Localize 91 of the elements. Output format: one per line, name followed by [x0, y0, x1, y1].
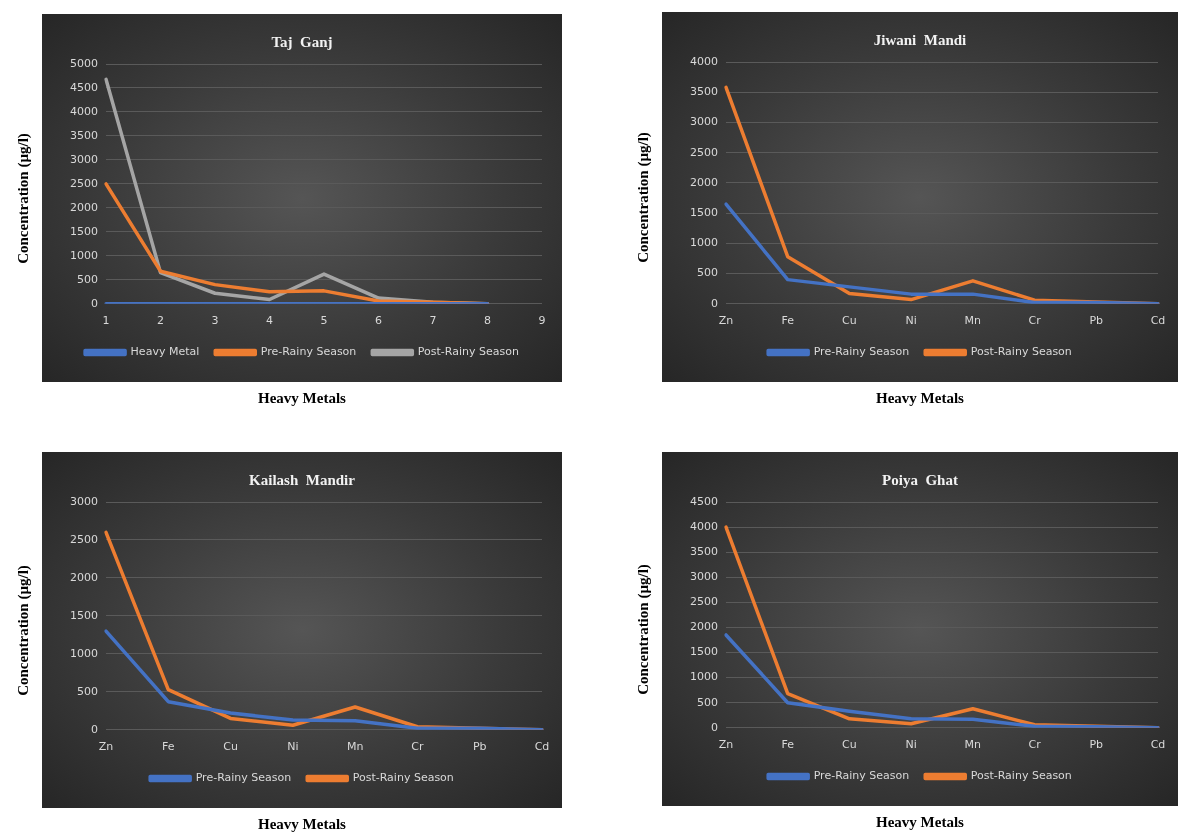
legend-label: Pre-Rainy Season: [813, 345, 910, 359]
y-tick-label: 3500: [689, 85, 718, 99]
chart-title: Kailash Mandir: [249, 471, 356, 488]
legend-label: Pre-Rainy Season: [260, 345, 357, 359]
x-tick-label: Cu: [842, 314, 857, 328]
x-tick-label: Cu: [842, 738, 857, 752]
y-tick-label: 5000: [69, 56, 98, 70]
y-tick-label: 1000: [69, 248, 98, 262]
x-tick-label: Pb: [1089, 314, 1104, 328]
x-tick-label: Cr: [1028, 314, 1042, 328]
x-tick-label: Ni: [905, 738, 917, 752]
legend-label: Post-Rainy Season: [970, 345, 1072, 359]
y-tick-label: 1000: [689, 236, 718, 250]
y-tick-label: 3500: [69, 128, 98, 142]
x-axis-title: Heavy Metals: [257, 816, 347, 833]
x-tick-label: Cr: [411, 740, 425, 754]
y-tick-label: 500: [696, 695, 718, 709]
y-tick-label: 3000: [689, 115, 718, 129]
x-tick-label: 5: [320, 314, 328, 328]
y-tick-label: 4500: [69, 80, 98, 94]
x-tick-label: Cu: [223, 740, 238, 754]
y-tick-label: 4000: [689, 54, 718, 68]
x-tick-label: 7: [429, 314, 437, 328]
x-tick-label: Zn: [718, 314, 734, 328]
y-axis-title: Concentration (µg/l): [634, 563, 652, 695]
y-tick-label: 3000: [69, 152, 98, 166]
x-tick-label: Zn: [718, 738, 734, 752]
legend-label: Pre-Rainy Season: [195, 771, 292, 785]
x-tick-label: Mn: [964, 738, 982, 752]
x-tick-label: Fe: [781, 314, 795, 328]
chart-title: Jiwani Mandi: [873, 31, 967, 48]
y-tick-label: 1500: [69, 608, 98, 622]
y-axis-title: Concentration (µg/l): [14, 564, 32, 696]
y-tick-label: 2000: [69, 570, 98, 584]
y-tick-label: 4000: [69, 104, 98, 118]
x-tick-label: Cd: [534, 740, 550, 754]
y-tick-label: 2500: [689, 145, 718, 159]
y-tick-label: 1500: [69, 224, 98, 238]
x-tick-label: Fe: [781, 738, 795, 752]
x-tick-label: Fe: [162, 740, 175, 754]
legend-label: Post-Rainy Season: [970, 769, 1072, 783]
y-tick-label: 4000: [689, 519, 718, 533]
x-tick-label: Pb: [1089, 738, 1104, 752]
x-tick-label: 8: [484, 314, 491, 328]
x-tick-label: 4: [266, 314, 273, 328]
x-tick-label: Mn: [346, 740, 364, 754]
y-tick-label: 1000: [69, 646, 98, 660]
y-tick-label: 2000: [689, 175, 718, 189]
y-tick-label: 2500: [689, 595, 718, 609]
y-tick-label: 3000: [689, 570, 718, 584]
x-tick-label: 6: [375, 314, 382, 328]
y-tick-label: 0: [710, 296, 718, 310]
y-tick-label: 1000: [689, 670, 718, 684]
y-tick-label: 4500: [689, 494, 718, 508]
legend-label: Post-Rainy Season: [417, 345, 519, 359]
chart-title: Poiya Ghat: [882, 471, 958, 488]
x-axis-title: Heavy Metals: [875, 390, 965, 407]
y-tick-label: 2000: [689, 620, 718, 634]
x-tick-label: Ni: [905, 314, 917, 328]
x-tick-label: Pb: [472, 740, 487, 754]
y-tick-label: 500: [696, 266, 718, 280]
y-axis-title: Concentration (µg/l): [634, 131, 652, 263]
y-tick-label: 0: [90, 296, 98, 310]
y-tick-label: 2500: [69, 532, 98, 546]
x-tick-label: 3: [211, 314, 219, 328]
legend-label: Post-Rainy Season: [352, 771, 454, 785]
y-tick-label: 500: [76, 684, 98, 698]
x-tick-label: Cr: [1028, 738, 1042, 752]
y-tick-label: 2500: [69, 176, 98, 190]
x-tick-label: 2: [156, 314, 164, 328]
y-tick-label: 0: [90, 722, 98, 736]
x-tick-label: 9: [538, 314, 546, 328]
y-tick-label: 2000: [69, 200, 98, 214]
legend-label: Pre-Rainy Season: [813, 769, 910, 783]
x-tick-label: Zn: [98, 740, 114, 754]
chart-title: Taj Ganj: [271, 33, 333, 50]
y-tick-label: 1500: [689, 205, 718, 219]
y-tick-label: 500: [76, 272, 98, 286]
x-axis-title: Heavy Metals: [875, 814, 965, 831]
y-axis-title: Concentration (µg/l): [14, 132, 32, 264]
x-axis-title: Heavy Metals: [257, 390, 347, 407]
x-tick-label: Mn: [964, 314, 982, 328]
x-tick-label: 1: [102, 314, 110, 328]
x-tick-label: Ni: [287, 740, 299, 754]
y-tick-label: 3000: [69, 494, 98, 508]
y-tick-label: 1500: [689, 645, 718, 659]
y-tick-label: 0: [710, 720, 718, 734]
y-tick-label: 3500: [689, 545, 718, 559]
x-tick-label: Cd: [1150, 314, 1166, 328]
legend-label: Heavy Metal: [130, 345, 200, 359]
x-tick-label: Cd: [1150, 738, 1166, 752]
